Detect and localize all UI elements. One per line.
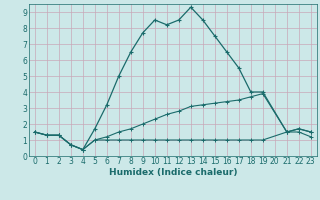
X-axis label: Humidex (Indice chaleur): Humidex (Indice chaleur) (108, 168, 237, 177)
